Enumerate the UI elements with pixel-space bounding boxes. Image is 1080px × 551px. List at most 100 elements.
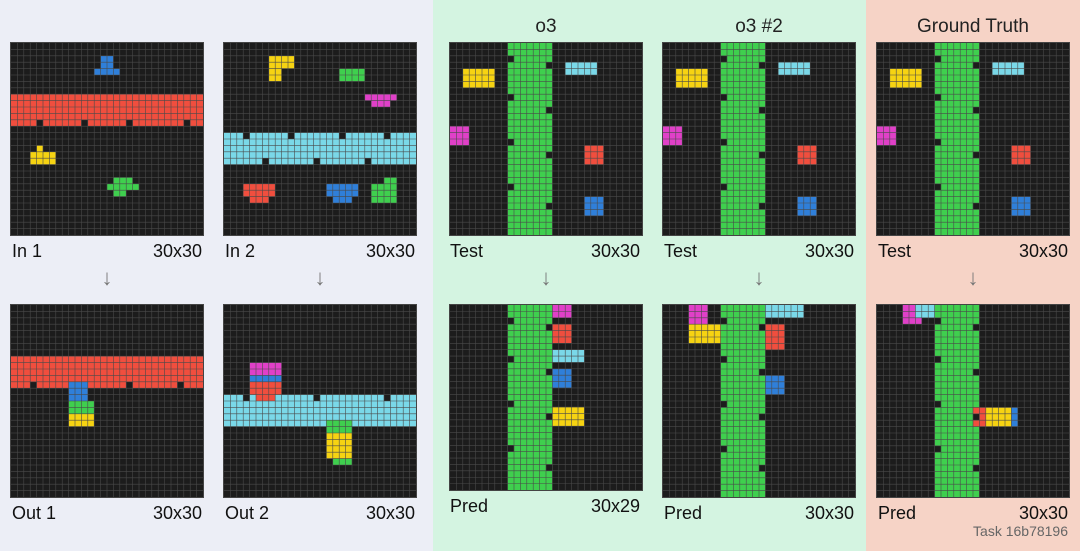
dims-in1: 30x30: [152, 241, 202, 261]
notch-cell: [720, 445, 727, 453]
notch-cell: [384, 132, 391, 139]
blue-shape: [249, 375, 282, 382]
grid-svg: [11, 305, 203, 497]
grid-svg: [11, 43, 203, 235]
notch-cell: [973, 151, 980, 159]
notch-cell: [243, 132, 250, 139]
notch-cell: [759, 151, 766, 159]
label-pred-o3: Pred: [450, 496, 489, 516]
notch-cell: [759, 413, 766, 421]
blue-shape: [552, 368, 572, 388]
notch-cell: [973, 465, 980, 472]
arrow-down-icon: ↓: [967, 265, 979, 290]
notch-cell: [183, 119, 191, 127]
notch-cell: [546, 203, 553, 210]
label-in1: In 1: [12, 241, 43, 261]
grid-test-o3-2: [662, 42, 856, 236]
dims-out1: 30x30: [152, 503, 202, 523]
dims-test-o3-2: 30x30: [804, 241, 854, 261]
notch-cell: [759, 369, 766, 376]
magenta-shape: [877, 126, 897, 146]
dims-pred-ground-truth: 30x30: [1018, 503, 1068, 523]
red-shape: [256, 394, 276, 401]
notch-cell: [507, 317, 514, 325]
notch-cell: [30, 381, 37, 389]
grid-svg: [224, 43, 416, 235]
notch-cell: [126, 381, 133, 389]
magenta-shape: [688, 305, 708, 325]
notch-cell: [243, 394, 250, 401]
notch-cell: [934, 55, 941, 63]
notch-cell: [720, 183, 727, 191]
grid-svg: [224, 305, 416, 497]
yellow-shape: [675, 68, 708, 88]
blue-shape: [584, 196, 604, 216]
notch-cell: [507, 183, 514, 191]
notch-cell: [934, 401, 941, 408]
dims-test-o3: 30x30: [590, 241, 640, 261]
magenta-shape: [663, 126, 683, 146]
notch-cell: [973, 324, 980, 331]
green-shape: [332, 458, 352, 465]
grid-in2: [223, 42, 417, 236]
notch-cell: [973, 62, 980, 69]
magenta-shape: [371, 100, 391, 107]
yellow-shape: [552, 407, 585, 427]
notch-cell: [934, 445, 941, 453]
notch-cell: [384, 394, 391, 401]
grid-svg: [663, 305, 855, 497]
arrow-down-icon: ↓: [314, 265, 326, 290]
label-out2: Out 2: [225, 503, 270, 523]
header-o3-2: o3 #2: [735, 16, 783, 37]
notch-cell: [934, 183, 941, 191]
grid-out1: [10, 304, 204, 498]
yellow-shape: [889, 68, 922, 88]
notch-cell: [720, 356, 727, 363]
blue-shape: [1011, 407, 1018, 427]
header-ground-truth: Ground Truth: [917, 16, 1029, 37]
notch-cell: [262, 158, 269, 165]
grid-in1: [10, 42, 204, 236]
notch-cell: [507, 400, 514, 408]
notch-cell: [36, 119, 43, 127]
notch-cell: [546, 464, 553, 471]
yellow-shape: [462, 68, 495, 88]
label-test-o3: Test: [450, 241, 484, 261]
notch-cell: [934, 356, 941, 363]
label-out1: Out 1: [12, 503, 57, 523]
notch-cell: [546, 368, 553, 376]
notch-cell: [934, 139, 941, 146]
grid-svg: [877, 305, 1069, 497]
arrow-down-icon: ↓: [101, 265, 113, 290]
notch-cell: [507, 139, 514, 146]
notch-cell: [720, 401, 727, 408]
grid-test-ground-truth: [876, 42, 1070, 236]
dims-test-ground-truth: 30x30: [1018, 241, 1068, 261]
arrow-down-icon: ↓: [540, 265, 552, 290]
grid-svg: [450, 43, 642, 235]
magenta-shape: [364, 94, 397, 101]
notch-cell: [759, 203, 766, 210]
notch-cell: [177, 381, 184, 389]
grid-test-o3: [449, 42, 643, 236]
notch-cell: [934, 317, 941, 325]
notch-cell: [546, 413, 553, 420]
dims-pred-o3-2: 30x30: [804, 503, 854, 523]
notch-cell: [973, 203, 980, 210]
notch-cell: [546, 324, 553, 331]
notch-cell: [720, 55, 727, 63]
notch-cell: [313, 158, 320, 165]
notch-cell: [759, 465, 766, 472]
dims-pred-o3: 30x29: [590, 496, 640, 516]
notch-cell: [507, 94, 514, 101]
notch-cell: [934, 94, 941, 101]
red-shape: [249, 196, 269, 203]
notch-cell: [507, 356, 514, 363]
notch-cell: [81, 119, 88, 127]
magenta-shape: [450, 126, 470, 146]
notch-cell: [126, 119, 133, 127]
label-in2: In 2: [225, 241, 256, 261]
green-shape: [507, 305, 553, 490]
notch-cell: [759, 324, 766, 331]
grid-svg: [450, 305, 642, 490]
